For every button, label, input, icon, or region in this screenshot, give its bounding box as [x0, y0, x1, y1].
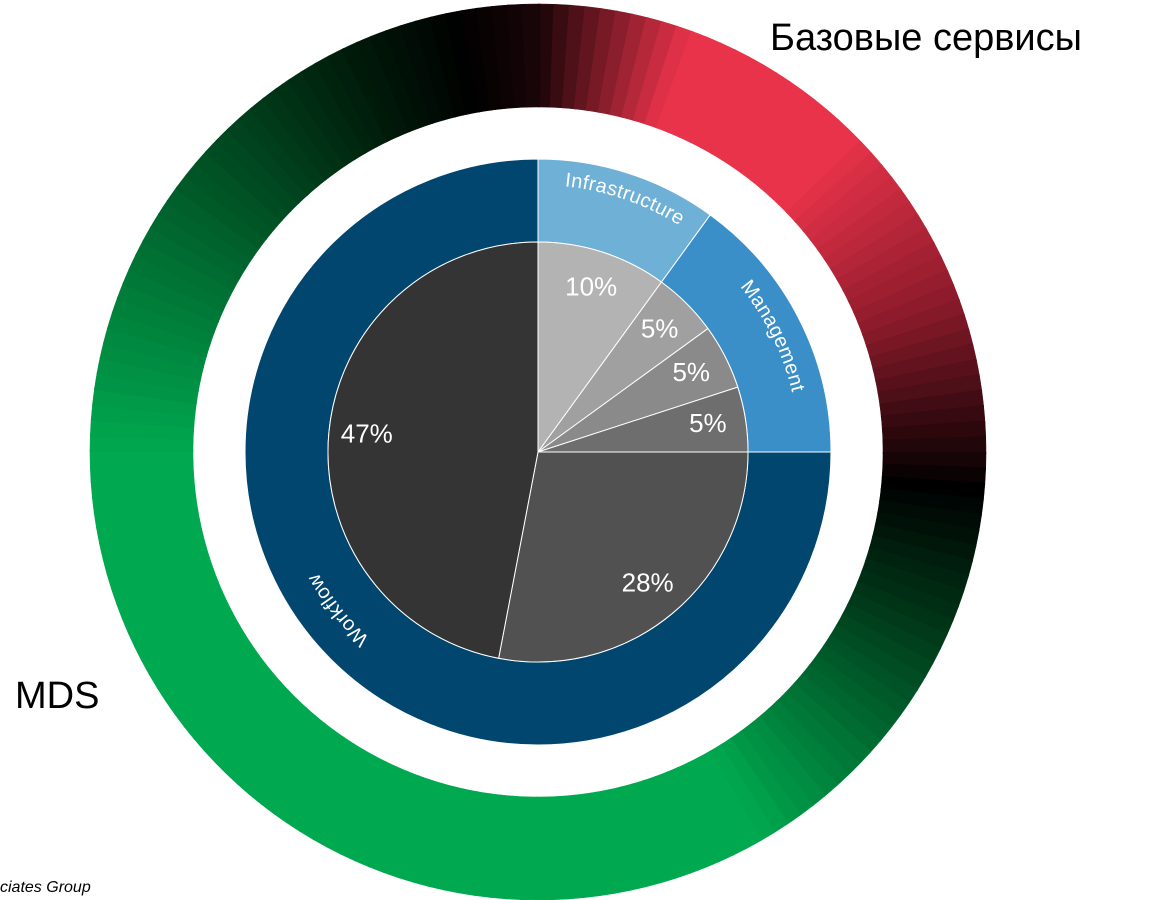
value-label: 5% [672, 357, 710, 387]
pie-slice [327, 241, 539, 659]
value-label: 5% [641, 313, 679, 343]
pie-slice [498, 451, 749, 663]
value-label: 5% [689, 408, 727, 438]
footer: ciates Group [0, 879, 91, 896]
outer-label: Базовые сервисы [770, 17, 1082, 59]
inner-pie [327, 241, 749, 663]
outer-ring [89, 3, 987, 900]
ring-segment [522, 3, 541, 108]
value-label: 47% [341, 419, 393, 449]
pie-slice [537, 241, 663, 454]
value-label: 10% [565, 271, 617, 301]
value-label: 28% [622, 567, 674, 597]
outer-label: MDS [15, 675, 99, 717]
